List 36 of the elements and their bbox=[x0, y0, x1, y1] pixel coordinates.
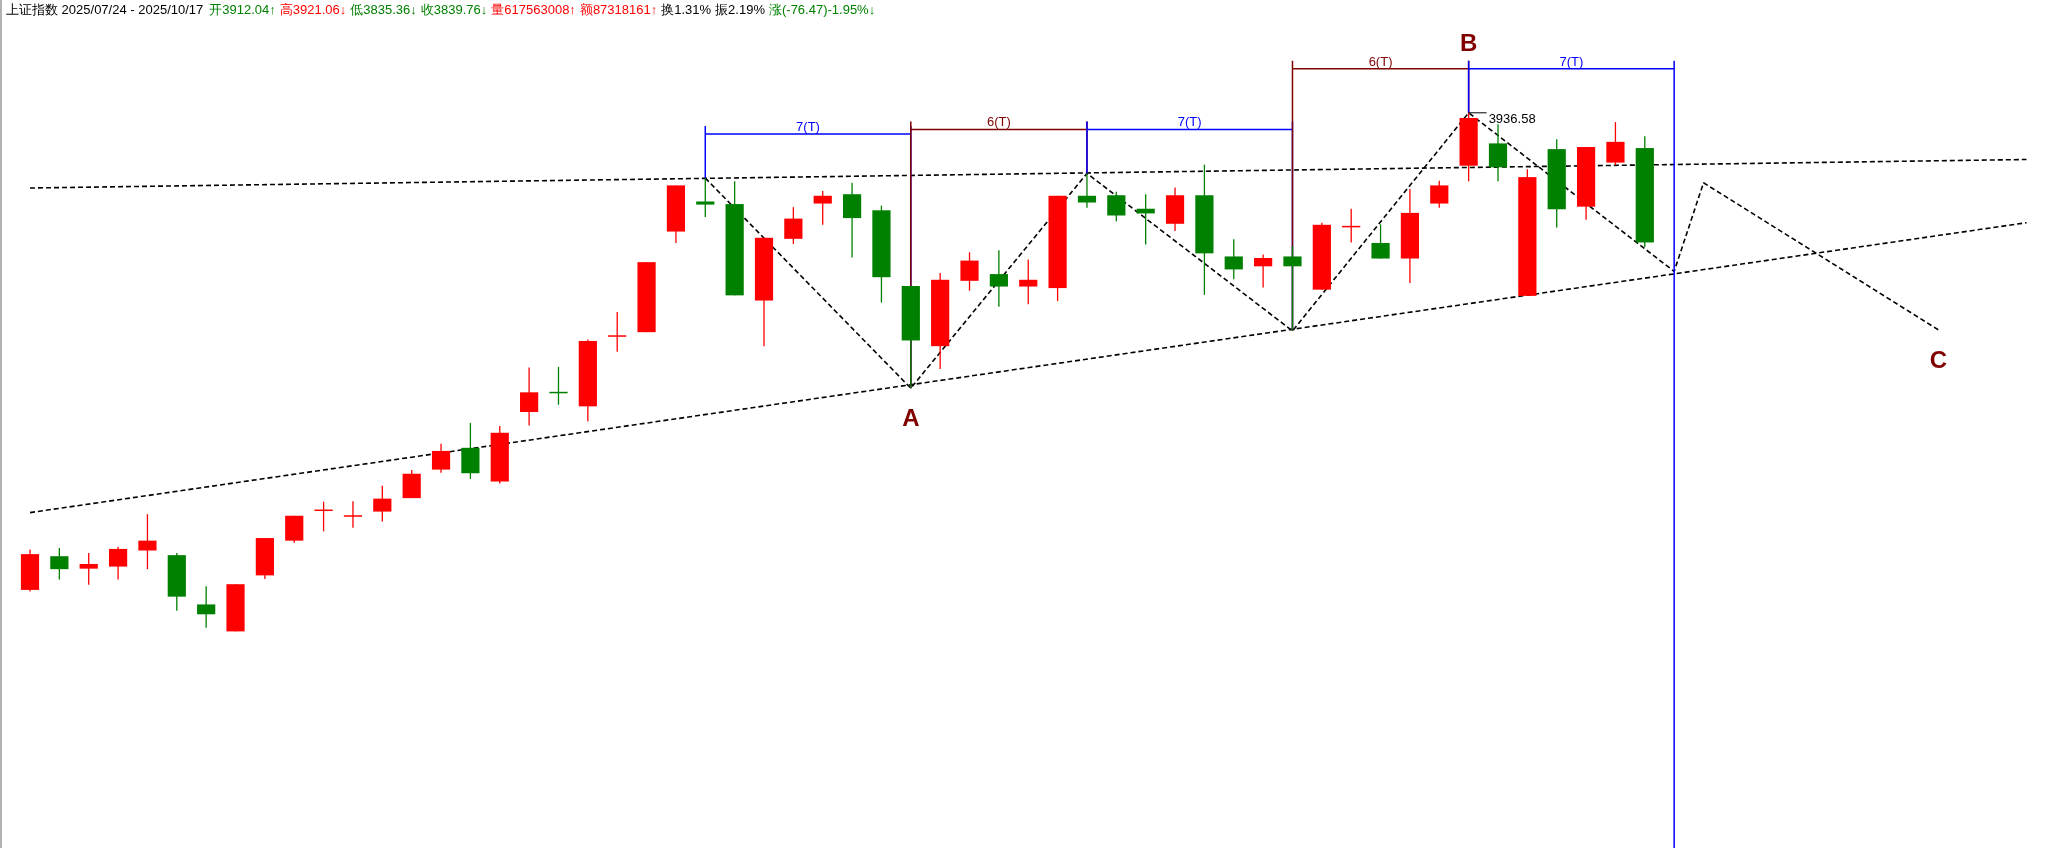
candlestick bbox=[431, 443, 451, 474]
candlestick bbox=[343, 500, 363, 529]
annotation: 7(T) bbox=[796, 119, 820, 135]
annotation: C bbox=[1929, 345, 1948, 373]
candlestick bbox=[1107, 190, 1126, 222]
candlestick bbox=[1488, 123, 1508, 182]
annotation: 7(T) bbox=[1177, 114, 1202, 130]
candlestick bbox=[1430, 180, 1449, 209]
candlestick bbox=[108, 546, 128, 581]
annotation: 3936.58 bbox=[1488, 110, 1536, 126]
candlestick bbox=[1019, 258, 1038, 305]
candlestick bbox=[813, 190, 832, 226]
annotation: 6(T) bbox=[986, 114, 1011, 130]
candlestick bbox=[1371, 223, 1390, 260]
annotation: A bbox=[902, 404, 920, 432]
chart-title: 上证指数 2025/07/24 - 2025/10/17 bbox=[6, 2, 204, 17]
candlestick bbox=[989, 249, 1008, 308]
text: 6(T) bbox=[1368, 53, 1393, 69]
candlestick bbox=[1283, 245, 1302, 332]
candlestick bbox=[197, 585, 216, 629]
candlestick bbox=[520, 366, 539, 427]
text: 开3912.04↑ 高3921.06↓ 低3835.36↓ 收3839.76↓ 量617563008↑ 额87318161↑ 换1.31% 振2.19% 涨(-76.47)-1.95%↓ bbox=[209, 2, 876, 17]
candlestick bbox=[50, 547, 69, 581]
candlestick bbox=[696, 177, 715, 218]
candlestick bbox=[1606, 121, 1625, 166]
candlestick bbox=[960, 251, 979, 292]
candlestick bbox=[842, 182, 862, 259]
candlestick bbox=[79, 552, 98, 586]
candlestick bbox=[1254, 253, 1273, 289]
candlestick bbox=[608, 311, 627, 353]
candlestick bbox=[1077, 172, 1097, 209]
candlestick bbox=[138, 513, 157, 570]
candlestick bbox=[1224, 238, 1243, 280]
candlestick bbox=[784, 206, 803, 245]
candlestick bbox=[373, 485, 392, 523]
annotation: B bbox=[1459, 28, 1478, 56]
